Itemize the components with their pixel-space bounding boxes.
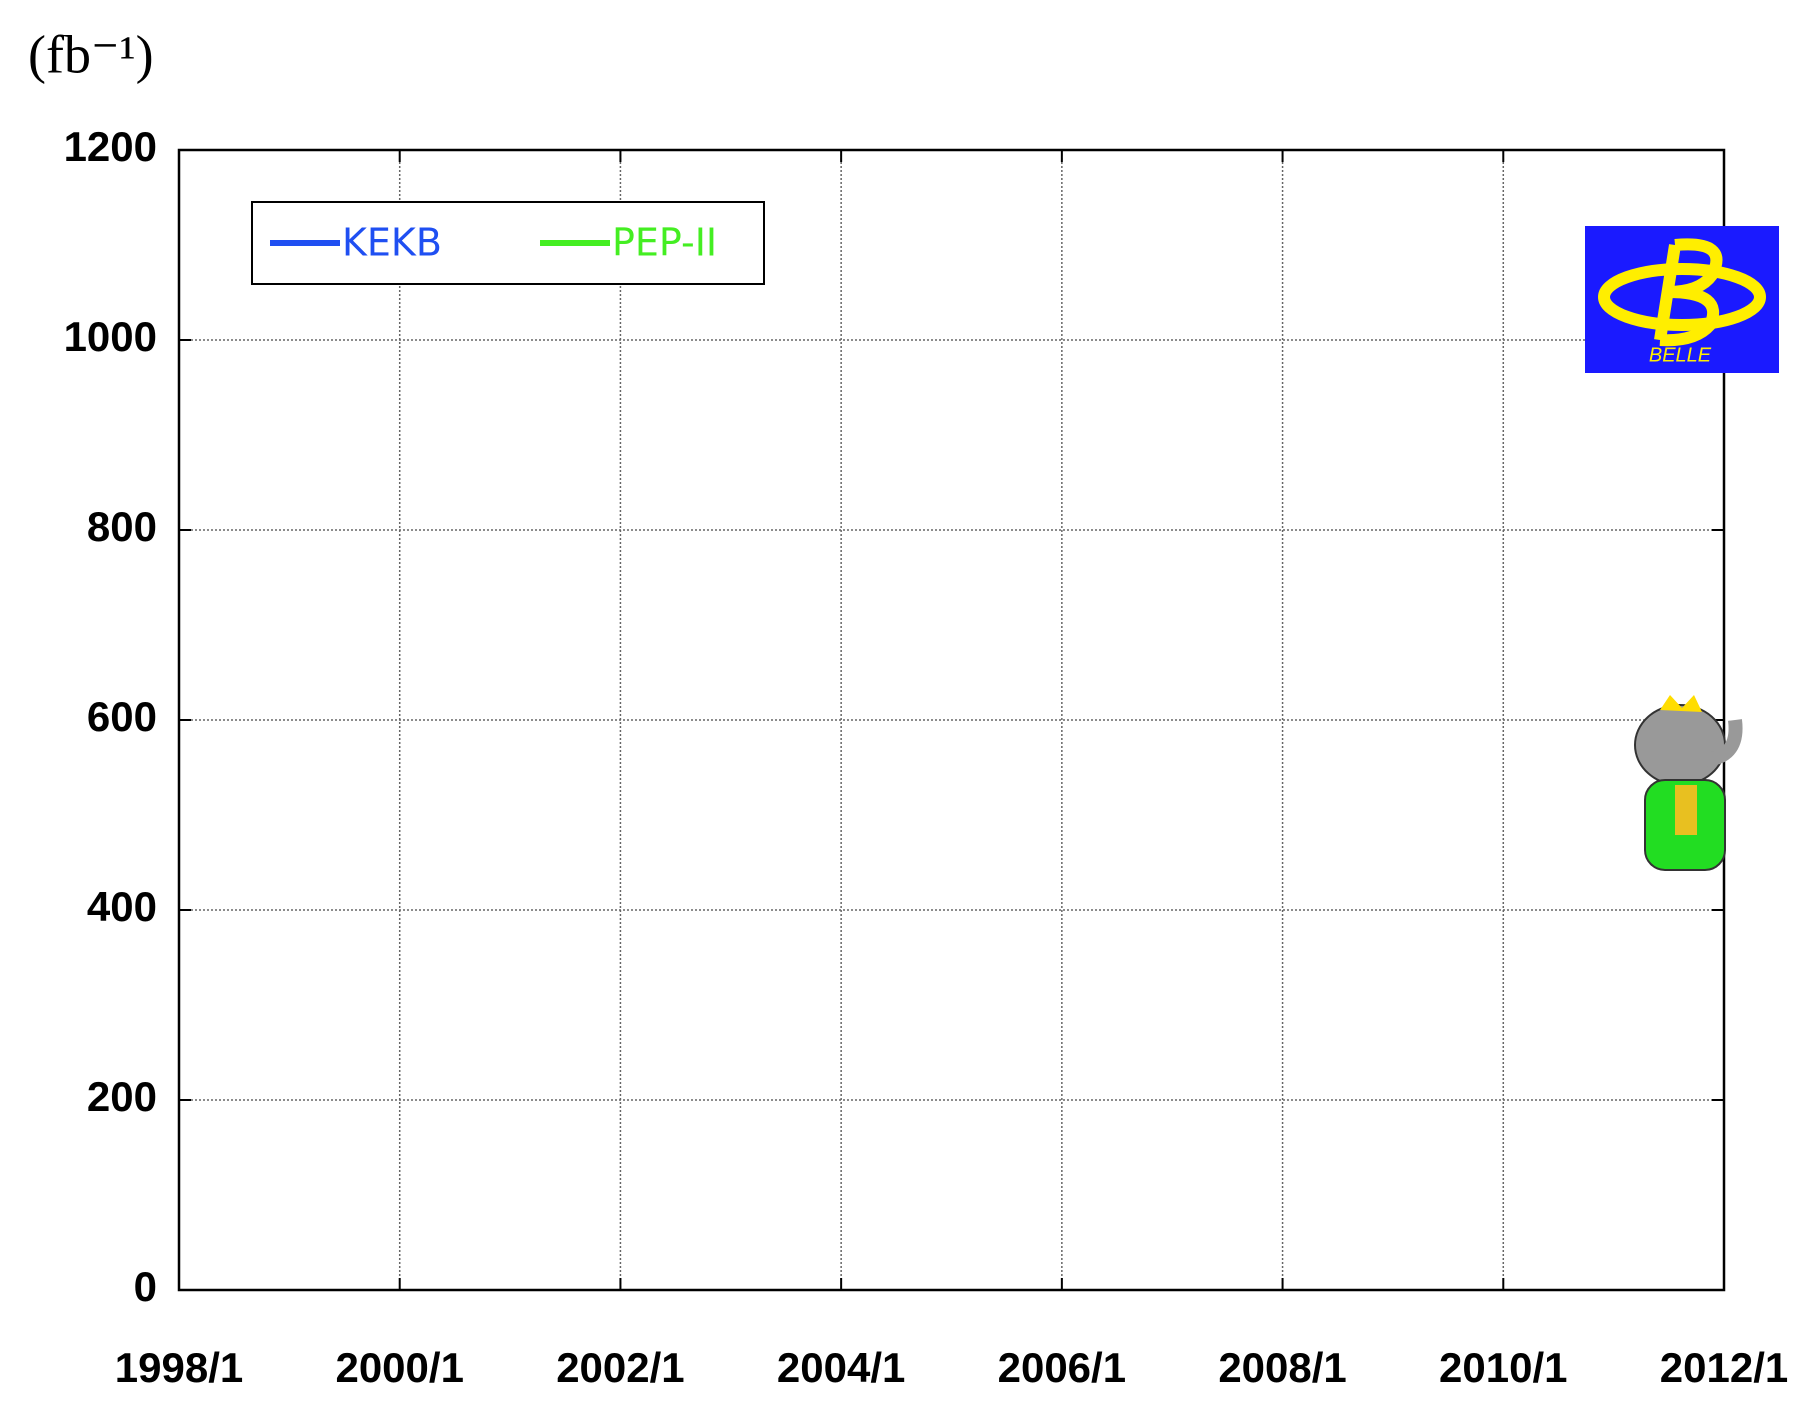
x-tick-label: 1998/1 bbox=[115, 1344, 243, 1391]
y-axis-label: (fb⁻¹) bbox=[28, 24, 154, 84]
x-tick-label: 2002/1 bbox=[556, 1344, 684, 1391]
elephant-head bbox=[1634, 704, 1726, 786]
elephant-vest bbox=[1675, 785, 1697, 835]
belle-logo: BELLE bbox=[1585, 226, 1779, 373]
logo-swoosh bbox=[1598, 263, 1766, 331]
x-tick-label: 2008/1 bbox=[1218, 1344, 1346, 1391]
y-tick-label: 200 bbox=[87, 1073, 157, 1120]
elephant-crown bbox=[1660, 695, 1702, 712]
elephant-icon bbox=[1634, 695, 1743, 871]
y-tick-label: 1000 bbox=[64, 313, 157, 360]
y-tick-label: 400 bbox=[87, 883, 157, 930]
y-tick-label: 1200 bbox=[64, 123, 157, 170]
legend-label: KEKB bbox=[342, 221, 442, 265]
x-tick-label: 2000/1 bbox=[335, 1344, 463, 1391]
y-tick-label: 0 bbox=[134, 1263, 157, 1310]
x-tick-label: 2012/1 bbox=[1660, 1344, 1788, 1391]
plot-frame bbox=[177, 148, 1726, 1292]
x-tick-label: 2004/1 bbox=[777, 1344, 905, 1391]
x-tick-label: 2010/1 bbox=[1439, 1344, 1567, 1391]
elephant-trunk bbox=[1699, 719, 1743, 767]
logo-text: BELLE bbox=[1649, 344, 1712, 366]
y-tick-label: 800 bbox=[87, 503, 157, 550]
x-tick-label: 2006/1 bbox=[998, 1344, 1126, 1391]
y-tick-label: 600 bbox=[87, 693, 157, 740]
legend-label: PEP-II bbox=[612, 221, 717, 265]
logo-letter bbox=[1654, 238, 1723, 347]
